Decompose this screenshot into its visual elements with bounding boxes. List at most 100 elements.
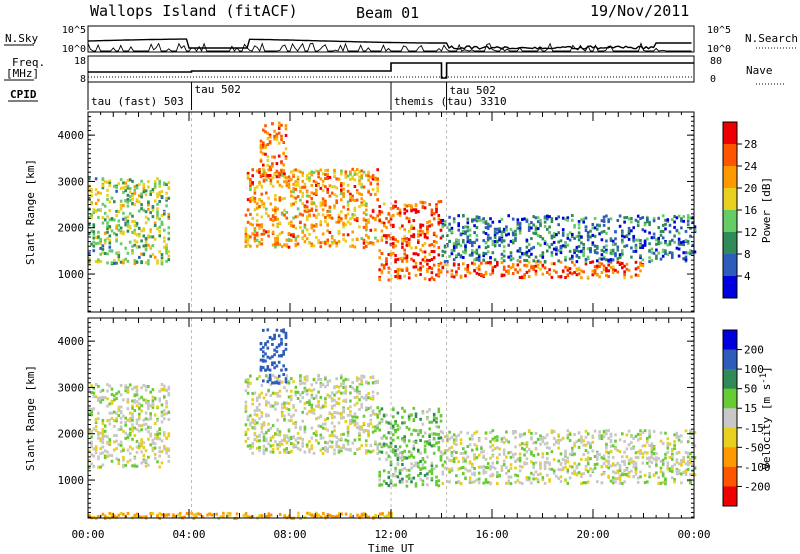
echo-cell — [262, 350, 265, 354]
echo-cell — [566, 481, 570, 485]
echo-cell — [276, 241, 279, 245]
echo-cell — [527, 260, 531, 264]
echo-cell — [262, 435, 266, 439]
echo-cell — [280, 245, 284, 249]
echo-cell — [609, 438, 613, 442]
echo-cell — [693, 444, 697, 448]
echo-cell — [362, 203, 366, 207]
echo-cell — [550, 429, 554, 433]
echo-cell — [147, 455, 150, 459]
echo-cell — [477, 264, 481, 268]
echo-cell — [244, 378, 248, 382]
echo-cell — [600, 248, 604, 252]
echo-cell — [106, 197, 109, 201]
echo-cell — [337, 229, 341, 233]
echo-cell — [518, 231, 522, 235]
echo-cell — [163, 236, 166, 240]
echo-cell — [582, 217, 585, 221]
echo-cell — [648, 242, 651, 246]
echo-cell — [376, 406, 379, 410]
echo-cell — [691, 472, 695, 476]
echo-cell — [165, 191, 168, 195]
echo-cell — [301, 202, 304, 205]
echo-cell — [473, 262, 476, 266]
echo-cell — [509, 239, 513, 243]
echo-cell — [88, 466, 91, 469]
y-tick-label: 2000 — [58, 428, 85, 441]
echo-cell — [523, 263, 526, 267]
echo-cell — [271, 361, 274, 365]
echo-cell — [462, 451, 465, 455]
echo-cell — [452, 433, 456, 437]
echo-cell — [349, 170, 352, 174]
echo-cell — [278, 512, 282, 516]
echo-cell — [568, 249, 572, 253]
echo-cell — [403, 239, 406, 243]
echo-cell — [593, 244, 597, 248]
echo-cell — [119, 440, 123, 444]
echo-cell — [573, 250, 576, 254]
echo-cell — [543, 225, 547, 228]
echo-cell — [274, 432, 277, 436]
echo-cell — [115, 224, 118, 228]
echo-cell — [671, 457, 674, 461]
echo-cell — [686, 468, 690, 471]
echo-cell — [435, 464, 438, 468]
echo-cell — [90, 435, 93, 439]
echo-cell — [530, 252, 533, 256]
echo-cell — [557, 249, 560, 253]
echo-cell — [97, 208, 100, 212]
echo-cell — [589, 246, 592, 250]
echo-cell — [133, 224, 137, 228]
echo-cell — [534, 255, 538, 259]
echo-cell — [564, 276, 567, 279]
echo-cell — [115, 515, 118, 519]
echo-cell — [605, 445, 608, 449]
echo-cell — [260, 242, 264, 246]
echo-cell — [659, 439, 663, 443]
echo-cell — [539, 434, 542, 438]
echo-cell — [131, 244, 134, 248]
echo-cell — [97, 235, 100, 239]
echo-cell — [333, 429, 336, 433]
echo-cell — [623, 450, 626, 454]
echo-cell — [285, 374, 289, 378]
echo-cell — [333, 415, 336, 419]
echo-cell — [344, 389, 348, 393]
echo-cell — [158, 230, 161, 233]
echo-cell — [308, 209, 311, 213]
echo-cell — [315, 223, 318, 226]
echo-cell — [271, 243, 275, 247]
echo-cell — [471, 261, 474, 265]
echo-cell — [113, 218, 116, 222]
echo-cell — [412, 455, 416, 459]
echo-cell — [126, 219, 130, 223]
echo-cell — [340, 192, 343, 196]
echo-cell — [351, 175, 354, 179]
echo-cell — [88, 449, 91, 453]
echo-cell — [686, 241, 690, 245]
echo-cell — [498, 229, 501, 233]
echo-cell — [664, 452, 667, 456]
echo-cell — [88, 430, 91, 433]
echo-cell — [349, 244, 352, 248]
echo-cell — [122, 458, 125, 462]
echo-cell — [627, 229, 631, 233]
echo-cell — [441, 254, 445, 258]
echo-cell — [380, 220, 384, 224]
echo-cell — [284, 331, 288, 335]
echo-cell — [163, 384, 166, 388]
echo-cell — [276, 428, 279, 432]
echo-cell — [276, 207, 279, 211]
echo-cell — [280, 354, 283, 357]
echo-cell — [326, 513, 330, 516]
echo-cell — [607, 436, 610, 440]
echo-cell — [564, 265, 567, 269]
y-tick-label: 1000 — [58, 474, 85, 487]
echo-cell — [382, 224, 386, 228]
echo-cell — [450, 451, 454, 455]
echo-cell — [317, 172, 320, 175]
echo-cell — [557, 215, 560, 219]
echo-cell — [677, 469, 681, 473]
echo-cell — [552, 471, 556, 475]
